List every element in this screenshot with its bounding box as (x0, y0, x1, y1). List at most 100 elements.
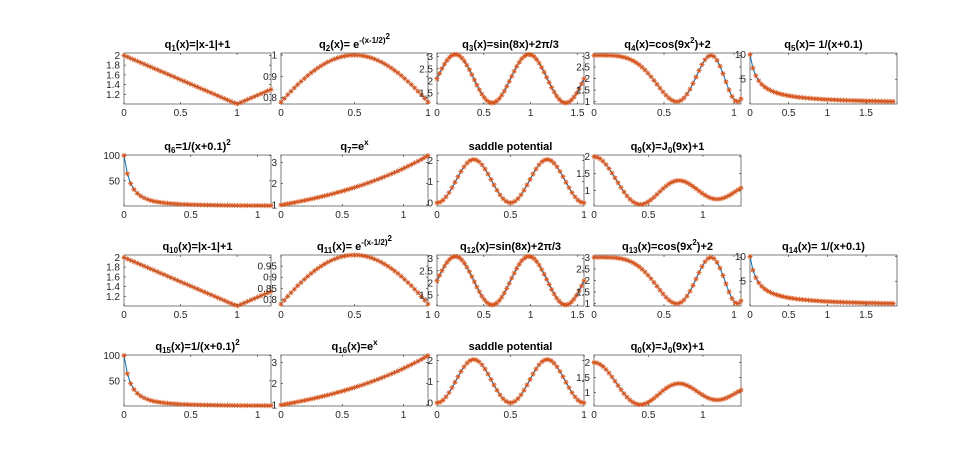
data-point (497, 192, 503, 198)
data-point (708, 396, 714, 402)
y-tick-label: 1 (271, 400, 277, 411)
data-point (651, 77, 657, 84)
data-point (506, 280, 512, 286)
x-tick-label: 0.5 (504, 210, 518, 221)
data-point (341, 187, 348, 194)
x-tick-label: 1 (528, 310, 534, 321)
data-point (536, 60, 542, 66)
data-point (554, 164, 560, 170)
title-sub: 13 (629, 246, 638, 255)
x-tick-label: 1 (581, 210, 587, 221)
title-rest2: )+2 (697, 241, 713, 253)
data-point (385, 63, 391, 69)
data-point (615, 180, 621, 186)
data-point (341, 253, 348, 259)
data-point (415, 88, 421, 94)
data-point (539, 64, 545, 70)
data-point (518, 392, 524, 398)
data-point (464, 62, 470, 68)
data-point (494, 387, 500, 393)
data-point (645, 272, 651, 278)
data-point (654, 81, 660, 87)
data-point (515, 196, 521, 202)
data-point (485, 171, 491, 177)
title-rest: (x)=J (642, 341, 668, 353)
data-point (663, 385, 669, 391)
data-point (158, 399, 164, 406)
data-point (285, 92, 291, 98)
data-point (726, 87, 732, 93)
y-tick-label: 2 (271, 179, 277, 190)
title-main: q (460, 241, 467, 253)
data-point (747, 253, 753, 260)
data-point (572, 394, 578, 400)
data-point (551, 291, 557, 297)
y-tick-label: 1.4 (106, 282, 120, 293)
data-point (693, 74, 699, 80)
data-point (439, 66, 445, 72)
data-point (151, 398, 157, 404)
data-point (311, 268, 318, 274)
x-tick-label: 0 (434, 210, 440, 221)
subplot-9: q9(x)=J0(9x)+10 0.5 111.52 (576, 141, 744, 221)
title-main: q (622, 241, 629, 253)
data-point (536, 262, 542, 268)
data-point (436, 70, 443, 77)
data-point (238, 202, 244, 209)
x-tick-label: 1 (234, 310, 240, 321)
y-tick-label: 2.5 (576, 62, 590, 73)
series-line (436, 255, 585, 306)
data-point (553, 93, 560, 99)
data-point (497, 392, 503, 398)
y-tick-label: 3 (271, 158, 277, 169)
title-rest: (x)= 1/(x+0.1) (795, 39, 863, 51)
data-point (461, 58, 468, 64)
title-rest: =1/(x+0.1) (175, 141, 226, 153)
data-point (618, 184, 624, 191)
title-sub: 2 (326, 44, 331, 53)
data-point (402, 276, 408, 282)
x-tick-label: 0 (434, 108, 440, 119)
x-tick-label: 0.5 (335, 210, 349, 221)
data-point (434, 76, 440, 82)
data-point (521, 387, 527, 393)
data-point (693, 388, 699, 394)
subplot-title: q5(x)= 1/(x+0.1) (784, 39, 863, 53)
data-point (425, 301, 431, 307)
title-sub: 11 (324, 246, 333, 255)
data-point (521, 53, 527, 59)
subplot-10: q10(x)=|x-1|+1 0 0.5 1 1.21.41.61.82 (106, 241, 274, 321)
data-point (785, 93, 791, 99)
data-point (501, 290, 507, 296)
y-tick-label: 1.8 (106, 263, 120, 274)
data-point (241, 202, 247, 209)
data-point (288, 88, 294, 94)
data-point (530, 171, 536, 177)
data-point (338, 254, 344, 260)
series-line (593, 156, 742, 205)
data-point (291, 199, 297, 206)
data-point (301, 75, 307, 82)
y-tick-label: 1 (427, 377, 433, 388)
subplot-title: q3(x)=sin(8x)+2π/3 (462, 39, 559, 53)
data-point (500, 396, 506, 402)
data-point (581, 278, 587, 284)
subplot-14: q14(x)= 1/(x+0.1) 0 0.5 1 1.5 5 10 (735, 241, 898, 321)
data-point (388, 65, 394, 71)
data-point (405, 78, 411, 85)
title-main: q (631, 141, 638, 153)
data-point (509, 73, 515, 79)
title-sub: 9 (637, 146, 642, 155)
data-point (315, 194, 321, 201)
data-point (720, 273, 726, 279)
subplot-11: q11(x)= e-(x-1/2)20 0.5 10.80.850.90.95 (258, 234, 432, 321)
x-tick-label: 1.5 (859, 310, 873, 321)
data-point (633, 401, 639, 407)
y-tick-label: 1 (584, 388, 590, 399)
data-point (291, 399, 297, 406)
data-point (518, 192, 524, 198)
data-point (762, 84, 768, 90)
data-point (569, 390, 575, 396)
data-point (551, 89, 557, 95)
